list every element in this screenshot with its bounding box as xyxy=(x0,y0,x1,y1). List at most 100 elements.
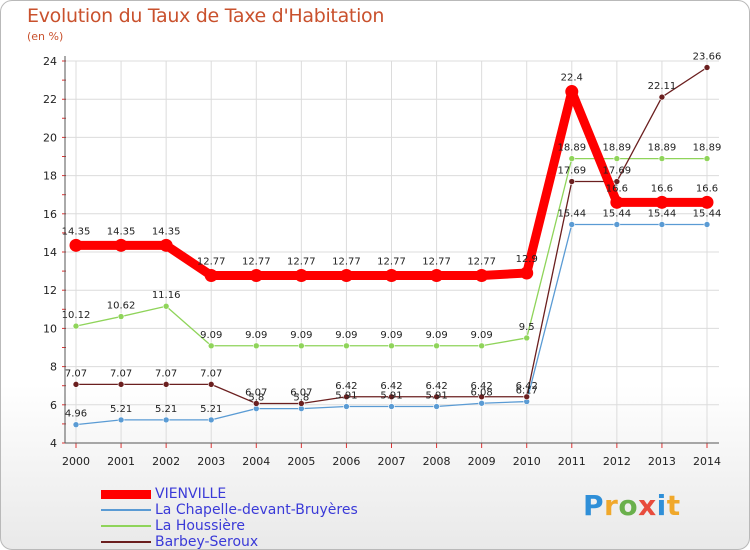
data-point xyxy=(523,393,531,401)
data-label: 12.77 xyxy=(377,256,406,267)
data-label: 16.6 xyxy=(651,183,673,194)
legend-swatch-la-chapelle xyxy=(101,509,151,511)
data-label: 6.08 xyxy=(471,387,493,398)
data-label: 9.09 xyxy=(200,330,222,341)
data-label: 6.07 xyxy=(290,387,312,398)
y-tick-label: 4 xyxy=(50,437,57,450)
data-point xyxy=(433,393,440,401)
x-tick-label: 2005 xyxy=(287,455,315,468)
data-point xyxy=(478,342,485,350)
data-point xyxy=(388,403,395,410)
legend-item-vienville: VIENVILLE xyxy=(101,486,358,502)
data-point xyxy=(568,155,576,162)
data-point xyxy=(207,342,215,350)
data-label: 7.07 xyxy=(155,368,177,379)
data-point xyxy=(339,268,353,282)
data-label: 7.07 xyxy=(110,368,132,379)
data-point xyxy=(249,268,263,282)
data-point xyxy=(658,221,666,228)
x-tick-label: 2010 xyxy=(513,455,541,468)
data-point xyxy=(72,421,80,428)
legend-label-vienville: VIENVILLE xyxy=(155,486,227,502)
data-point xyxy=(117,381,125,388)
data-label: 12.77 xyxy=(332,256,361,267)
data-label: 5.21 xyxy=(155,404,177,415)
data-point xyxy=(388,393,395,401)
data-point xyxy=(69,238,83,252)
x-tick-label: 2002 xyxy=(152,455,180,468)
data-point xyxy=(613,155,621,162)
data-point xyxy=(162,302,170,310)
data-label: 22.4 xyxy=(561,73,583,84)
data-point xyxy=(114,238,128,252)
data-point xyxy=(475,268,489,282)
x-tick-label: 2003 xyxy=(197,455,225,468)
x-tick-label: 2001 xyxy=(107,455,135,468)
data-label: 10.12 xyxy=(62,310,91,321)
data-point xyxy=(520,266,534,280)
data-label: 11.16 xyxy=(152,290,181,301)
data-label: 5.91 xyxy=(380,391,402,402)
data-label: 12.77 xyxy=(422,256,451,267)
y-tick-label: 16 xyxy=(43,208,57,221)
data-label: 7.07 xyxy=(65,368,87,379)
data-label: 9.09 xyxy=(245,330,267,341)
data-point xyxy=(568,221,576,228)
chart-subtitle: (en %) xyxy=(27,30,64,43)
data-label: 17.69 xyxy=(603,166,632,177)
x-tick-label: 2006 xyxy=(332,455,360,468)
proxiti-logo: Proxit xyxy=(583,489,681,522)
data-point xyxy=(252,400,260,407)
data-point xyxy=(343,393,350,401)
legend-item-la-houssiere: La Houssière xyxy=(101,518,358,534)
x-tick-label: 2000 xyxy=(62,455,90,468)
data-label: 6.42 xyxy=(335,381,357,392)
legend-label-la-chapelle: La Chapelle-devant-Bruyères xyxy=(155,502,358,518)
data-point xyxy=(204,268,218,282)
data-point xyxy=(430,268,444,282)
data-label: 16.6 xyxy=(606,183,628,194)
data-label: 6.42 xyxy=(380,381,402,392)
data-label: 15.44 xyxy=(648,208,677,219)
logo-letter: i xyxy=(656,489,667,522)
data-point xyxy=(478,393,485,401)
y-tick-label: 20 xyxy=(43,131,57,144)
legend: VIENVILLE La Chapelle-devant-Bruyères La… xyxy=(101,486,358,549)
y-tick-label: 18 xyxy=(43,170,57,183)
y-tick-label: 8 xyxy=(50,361,57,374)
y-tick-label: 10 xyxy=(43,322,57,335)
data-label: 16.6 xyxy=(696,183,718,194)
data-label: 6.07 xyxy=(245,387,267,398)
chart-title: Evolution du Taux de Taxe d'Habitation xyxy=(27,5,385,27)
data-label: 18.89 xyxy=(693,143,722,154)
data-point xyxy=(385,268,398,282)
legend-swatch-barbey-seroux xyxy=(101,541,151,543)
x-tick-label: 2004 xyxy=(242,455,270,468)
data-label: 6.17 xyxy=(516,386,538,397)
data-label: 5.91 xyxy=(335,391,357,402)
data-point xyxy=(388,342,395,350)
data-point xyxy=(72,381,80,388)
data-label: 6.42 xyxy=(516,381,538,392)
data-point xyxy=(72,322,80,330)
data-label: 9.5 xyxy=(519,322,535,333)
data-point xyxy=(343,342,350,350)
data-point xyxy=(252,342,260,350)
data-point xyxy=(703,64,711,71)
y-tick-label: 6 xyxy=(50,399,57,412)
data-label: 15.44 xyxy=(557,208,586,219)
data-point xyxy=(565,85,579,99)
data-label: 12.77 xyxy=(197,256,226,267)
data-point xyxy=(162,416,170,424)
data-point xyxy=(478,399,485,407)
legend-item-barbey-seroux: Barbey-Seroux xyxy=(101,534,358,549)
data-point xyxy=(298,342,305,350)
data-label: 17.69 xyxy=(557,166,586,177)
data-label: 9.09 xyxy=(425,330,447,341)
data-point xyxy=(658,155,666,162)
data-label: 18.89 xyxy=(557,143,586,154)
logo-letter: x xyxy=(638,489,657,522)
data-label: 12.9 xyxy=(516,254,538,265)
